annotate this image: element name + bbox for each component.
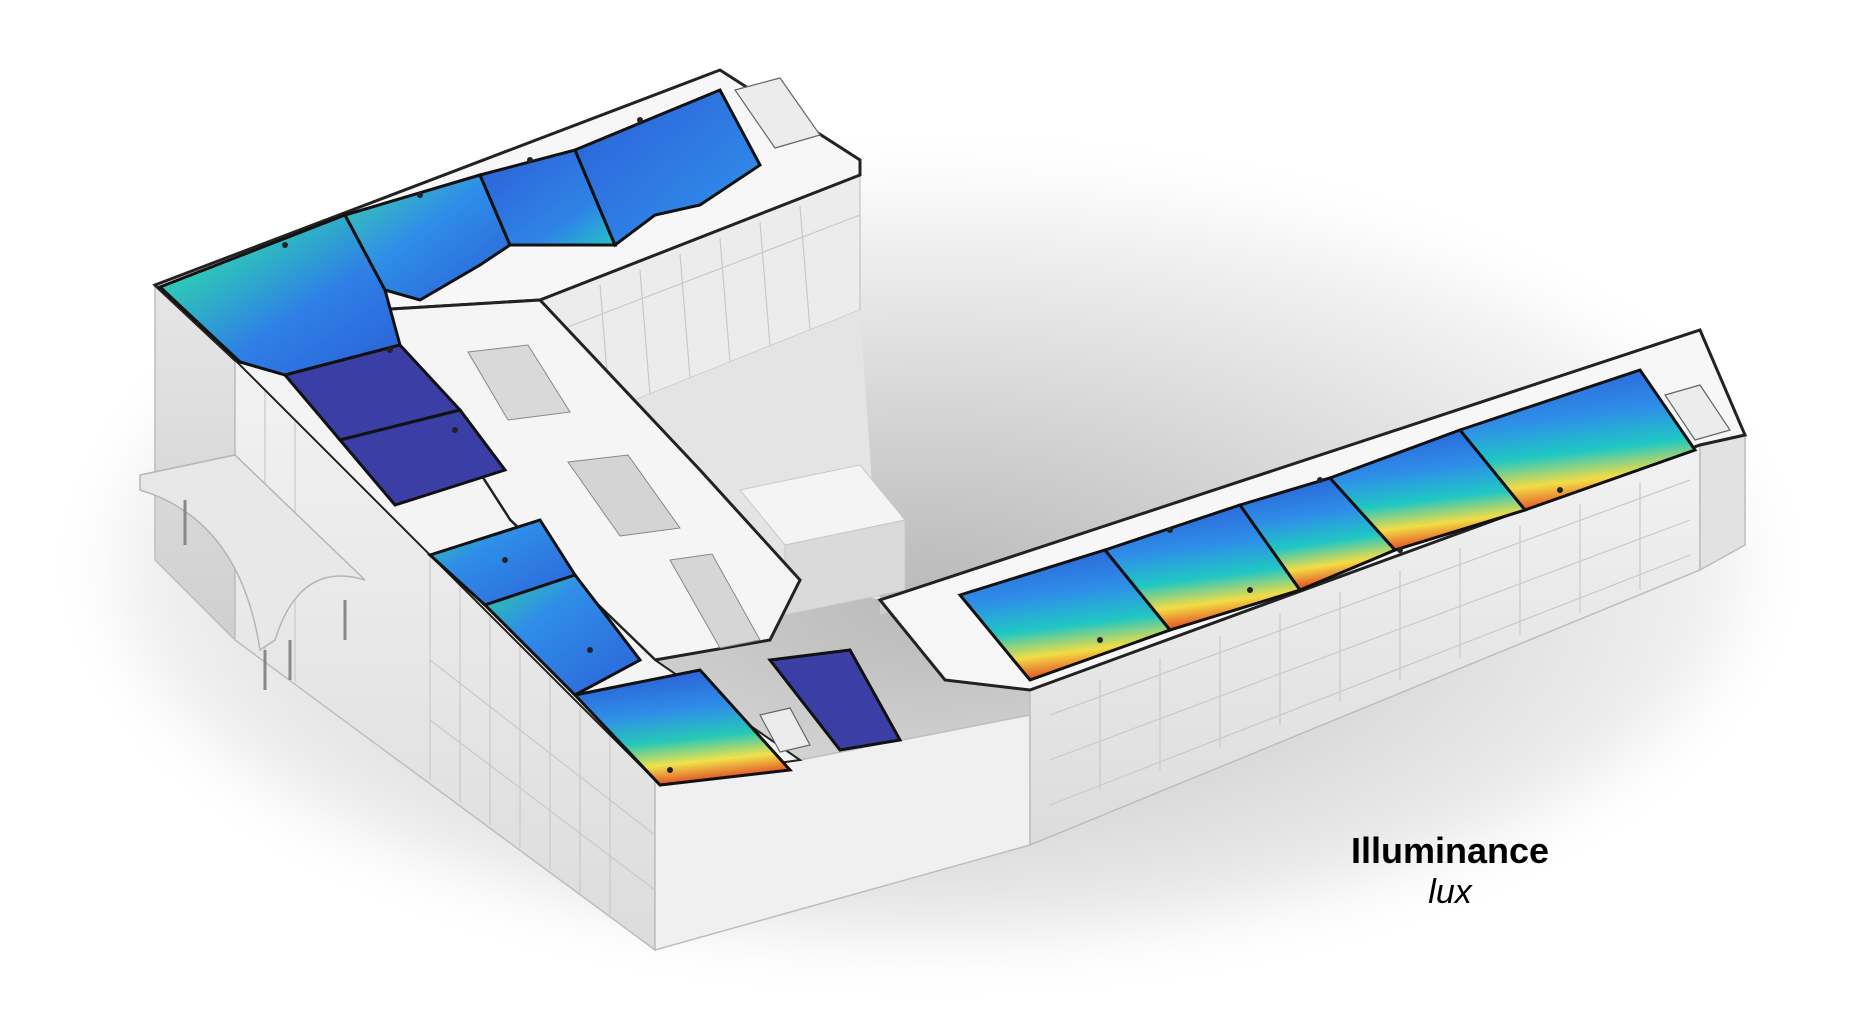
zone-south-core [767, 648, 903, 752]
entrance-canopy [139, 454, 366, 690]
zone-north-3 [477, 148, 618, 247]
legend-title: Illuminance [1350, 830, 1550, 871]
illuminance-zones [157, 88, 1698, 787]
zone-west-2 [337, 408, 508, 507]
legend-unit: lux [1428, 873, 1472, 911]
zone-west-5 [572, 668, 794, 787]
zone-north-4 [573, 88, 762, 248]
facade-window-grid [264, 205, 1691, 915]
stair-cores [734, 77, 1731, 753]
zone-west-4 [482, 573, 643, 697]
zone-east-5 [1457, 368, 1698, 512]
column-markers [282, 117, 1563, 773]
illuminance-legend: Illuminance lux [1300, 830, 1600, 912]
